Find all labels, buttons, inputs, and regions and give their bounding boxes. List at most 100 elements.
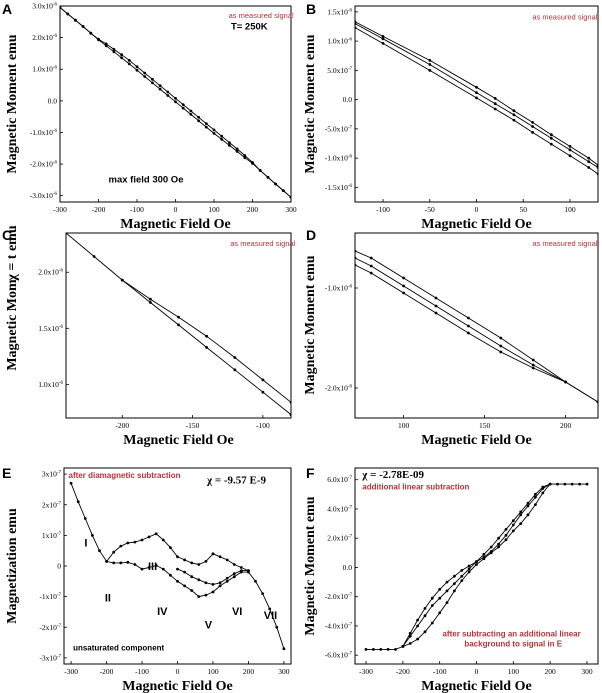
y-tick-label: -2x10-7 <box>39 623 61 632</box>
data-point <box>204 122 208 125</box>
annotation: VII <box>264 610 277 622</box>
data-point <box>549 136 553 140</box>
data-point <box>177 315 180 319</box>
data-point <box>526 513 530 517</box>
y-tick-label: 0.0 <box>343 95 353 104</box>
panel-label: B <box>306 1 316 17</box>
y-tick-label: -5.0x10-7 <box>325 124 353 133</box>
data-point <box>570 482 574 486</box>
data-point <box>430 604 434 607</box>
data-point <box>220 134 224 138</box>
annotation: VI <box>232 606 242 618</box>
data-point <box>211 583 215 586</box>
data-point <box>143 71 147 75</box>
data-point <box>355 263 357 267</box>
data-point <box>119 544 123 548</box>
x-tick-label: -100 <box>256 421 270 430</box>
data-point <box>416 624 419 628</box>
data-point <box>158 87 162 91</box>
data-point <box>147 535 151 539</box>
data-point <box>243 156 247 160</box>
data-point <box>355 249 357 253</box>
x-axis-label: Magnetic Field Oe <box>120 217 230 232</box>
data-point <box>531 363 535 367</box>
series-group <box>69 481 286 651</box>
data-point <box>460 574 464 578</box>
data-point <box>74 18 77 22</box>
x-tick-label: 0 <box>174 205 178 214</box>
data-point <box>261 390 265 394</box>
data-point <box>467 316 470 320</box>
data-point <box>596 166 598 169</box>
data-point <box>181 106 185 110</box>
x-tick-label: -100 <box>433 667 447 676</box>
x-tick-label: 150 <box>479 421 491 430</box>
data-point <box>493 97 497 100</box>
y-tick-label: 1x10-7 <box>42 531 62 540</box>
annotation: I <box>84 537 87 549</box>
x-tick-label: 200 <box>243 667 255 676</box>
x-tick-label: 200 <box>545 667 557 676</box>
data-point <box>204 125 208 129</box>
x-tick-label: 100 <box>208 205 220 214</box>
data-point <box>364 648 368 651</box>
data-point <box>197 595 201 598</box>
data-point <box>482 552 486 556</box>
data-point <box>549 133 553 137</box>
data-point <box>534 492 537 496</box>
data-point <box>282 647 286 651</box>
data-point <box>228 144 231 147</box>
data-point <box>166 90 170 94</box>
series-group <box>60 6 291 199</box>
plot-frame <box>65 232 292 419</box>
annotation: as measured signal <box>229 11 294 20</box>
data-point <box>369 264 373 268</box>
data-point <box>81 25 85 28</box>
data-point <box>89 31 93 35</box>
x-tick-label: -200 <box>100 667 114 676</box>
data-point <box>161 538 165 542</box>
data-point <box>261 592 264 595</box>
y-tick-label: 1.0x10-6 <box>327 37 352 46</box>
y-tick-label: 0.0 <box>48 96 58 105</box>
data-point <box>120 56 123 60</box>
x-tick-label: -150 <box>186 421 200 430</box>
data-point <box>233 356 237 359</box>
x-tick-label: 200 <box>247 205 259 214</box>
annotation: IV <box>157 606 168 618</box>
data-point <box>218 584 222 588</box>
x-tick-label: -200 <box>396 667 410 676</box>
data-point <box>60 6 62 9</box>
data-point <box>205 334 209 338</box>
annotation: V <box>205 620 213 632</box>
y-axis-label: Magnetic Moment emu <box>303 255 318 394</box>
x-tick-label: -300 <box>359 667 373 676</box>
series-line <box>355 27 598 175</box>
data-point <box>381 42 385 45</box>
data-point <box>243 154 247 157</box>
data-point <box>197 119 201 123</box>
x-axis-label: Magnetic Field Oe <box>122 679 232 693</box>
data-point <box>212 132 216 135</box>
data-point <box>497 542 500 546</box>
panel-f: F -300 -200 -100 0 100 200 300 6.0x10-7 4.0x10-7 2… <box>303 465 599 693</box>
data-point <box>151 81 154 85</box>
data-point <box>489 550 493 553</box>
annotation: background to signal in E <box>464 639 562 648</box>
data-point <box>519 510 523 514</box>
data-point <box>289 413 291 416</box>
panel-label: F <box>306 465 315 481</box>
data-point <box>475 563 478 566</box>
data-point <box>174 100 177 104</box>
data-point <box>549 142 553 146</box>
series-line <box>355 23 598 168</box>
data-point <box>428 63 432 66</box>
data-point <box>204 560 208 563</box>
data-point <box>416 637 419 641</box>
data-point <box>261 378 265 382</box>
data-point <box>428 59 432 62</box>
data-point <box>493 107 497 111</box>
data-point <box>587 166 591 169</box>
data-point <box>504 533 508 537</box>
y-tick-label: -6.0x10-7 <box>325 651 353 660</box>
